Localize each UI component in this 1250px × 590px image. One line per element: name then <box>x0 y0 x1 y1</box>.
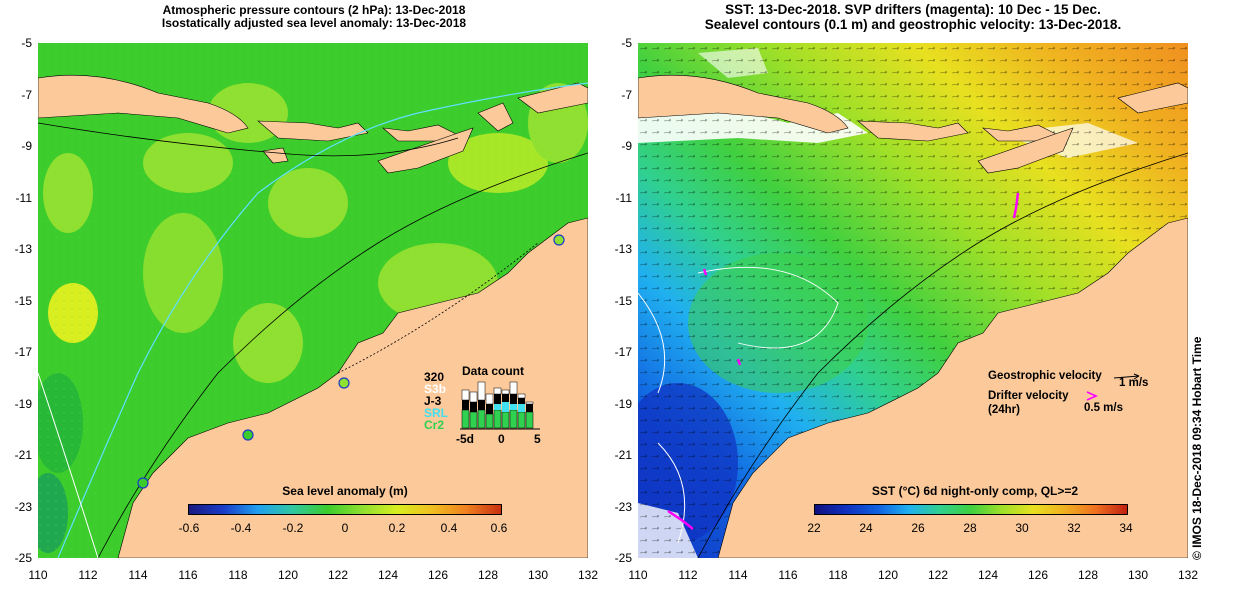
x-tick-right-9: 128 <box>1077 568 1099 582</box>
y-tick-right-9: -23 <box>614 499 632 514</box>
geo-velocity-label: Geostrophic velocity <box>988 370 1102 382</box>
y-tick-left-9: -23 <box>14 499 32 514</box>
data-count-max: 320 <box>424 370 445 384</box>
sla-cb-tick-1: -0.6 <box>178 521 200 535</box>
left-title-line2: Isostatically adjusted sea level anomaly… <box>161 16 467 30</box>
data-count-inset: 320 Data count S3b J-3 SRL Cr2 <box>422 362 547 452</box>
y-tick-left-3: -11 <box>15 190 32 205</box>
imos-credit: © IMOS 18-Dec-2018 09:34 Hobart Time <box>1190 336 1204 560</box>
x-tick-left-0: 110 <box>28 568 48 582</box>
y-tick-left-1: -7 <box>21 87 32 102</box>
x-tick-left-1: 112 <box>78 568 98 582</box>
sst-cb-tick-7: 34 <box>1119 521 1133 535</box>
data-count-bars <box>460 381 540 430</box>
y-tick-right-3: -11 <box>615 190 632 205</box>
sst-map <box>638 43 1188 558</box>
x-tick-right-0: 110 <box>628 568 648 582</box>
sst-cb-tick-3: 26 <box>911 521 925 535</box>
y-tick-left-10: -25 <box>14 551 32 565</box>
sat-label-cr2: Cr2 <box>424 418 445 432</box>
sla-colorbar-title: Sea level anomaly (m) <box>282 484 408 498</box>
drifter-velocity-unit: 0.5 m/s <box>1084 402 1123 414</box>
data-count-tick-0: 0 <box>498 432 505 446</box>
x-tick-right-8: 126 <box>1027 568 1049 582</box>
y-tick-right-6: -17 <box>614 345 632 359</box>
sla-map-svg <box>38 43 588 558</box>
y-tick-right-10: -25 <box>614 551 632 565</box>
y-tick-left-5: -15 <box>14 293 32 308</box>
sla-cb-tick-4: 0 <box>341 521 349 535</box>
sst-cb-tick-1: 22 <box>807 521 821 535</box>
x-tick-right-1: 112 <box>678 568 698 582</box>
bar-group <box>461 381 534 429</box>
y-tick-right-2: -9 <box>621 139 632 153</box>
y-tick-right-1: -7 <box>621 87 632 102</box>
x-tick-left-3: 116 <box>178 568 198 582</box>
y-tick-right-7: -19 <box>614 396 632 411</box>
data-count-title: Data count <box>462 364 525 378</box>
right-title-line2: Sealevel contours (0.1 m) and geostrophi… <box>704 17 1122 32</box>
x-tick-left-6: 122 <box>327 568 349 582</box>
right-panel-title: SST: 13-Dec-2018. SVP drifters (magenta)… <box>638 2 1188 32</box>
y-tick-left-7: -19 <box>14 396 32 411</box>
y-tick-left-4: -13 <box>14 242 32 256</box>
x-tick-left-9: 128 <box>477 568 499 582</box>
drifter-arrow-icon <box>1086 391 1098 401</box>
geo-velocity-unit: 1 m/s <box>1119 377 1149 389</box>
x-tick-right-10: 130 <box>1127 568 1149 582</box>
x-tick-left-11: 132 <box>577 568 599 582</box>
x-tick-right-2: 114 <box>728 568 748 582</box>
left-panel-title: Atmospheric pressure contours (2 hPa): 1… <box>40 4 588 30</box>
x-tick-right-4: 118 <box>828 568 848 582</box>
sst-map-svg <box>638 43 1188 558</box>
x-tick-right-11: 132 <box>1177 568 1199 582</box>
sla-colorbar <box>188 504 502 515</box>
x-tick-left-10: 130 <box>527 568 549 582</box>
sla-cb-tick-5: 0.2 <box>388 521 406 535</box>
sst-cb-tick-5: 30 <box>1015 521 1029 535</box>
left-title-line1: Atmospheric pressure contours (2 hPa): 1… <box>162 3 466 17</box>
geo-velocity-arrow-icon <box>1113 373 1140 380</box>
y-tick-left-0: -5 <box>21 36 32 50</box>
y-tick-right-0: -5 <box>621 36 632 50</box>
y-tick-left-6: -17 <box>14 345 32 359</box>
y-tick-left-2: -9 <box>21 139 32 153</box>
x-tick-left-8: 126 <box>427 568 449 582</box>
right-title-line1: SST: 13-Dec-2018. SVP drifters (magenta)… <box>725 2 1101 17</box>
x-tick-left-4: 118 <box>228 568 248 582</box>
sat-label-s3b: S3b <box>424 382 447 396</box>
x-tick-right-5: 120 <box>877 568 899 582</box>
x-tick-left-2: 114 <box>128 568 148 582</box>
sst-cb-tick-2: 24 <box>859 521 873 535</box>
sla-cb-tick-2: -0.4 <box>230 521 252 535</box>
y-tick-right-4: -13 <box>614 242 632 256</box>
sla-cb-tick-3: -0.2 <box>282 521 304 535</box>
sst-cb-tick-4: 28 <box>963 521 977 535</box>
y-tick-left-8: -21 <box>14 448 32 462</box>
sla-cb-tick-7: 0.6 <box>490 521 508 535</box>
data-count-tick-5: 5 <box>534 432 541 446</box>
x-tick-right-6: 122 <box>927 568 949 582</box>
sat-label-j3: J-3 <box>424 394 442 408</box>
sst-colorbar-title: SST (°C) 6d night-only comp, QL>=2 <box>871 484 1079 498</box>
drifter-velocity-sub: (24hr) <box>988 404 1020 416</box>
sst-cb-tick-6: 32 <box>1067 521 1081 535</box>
sla-cb-tick-6: 0.4 <box>440 521 458 535</box>
x-tick-left-7: 124 <box>377 568 399 582</box>
y-tick-right-8: -21 <box>614 448 632 462</box>
x-tick-right-3: 116 <box>778 568 798 582</box>
x-tick-right-7: 124 <box>977 568 999 582</box>
drifter-velocity-label: Drifter velocity <box>988 390 1069 402</box>
y-tick-right-5: -15 <box>614 293 632 308</box>
sat-label-srl: SRL <box>424 406 448 420</box>
sea-level-anomaly-map <box>38 43 588 558</box>
data-count-tick-m5: -5d <box>456 432 474 446</box>
sst-colorbar <box>814 504 1128 515</box>
x-tick-left-5: 120 <box>277 568 299 582</box>
